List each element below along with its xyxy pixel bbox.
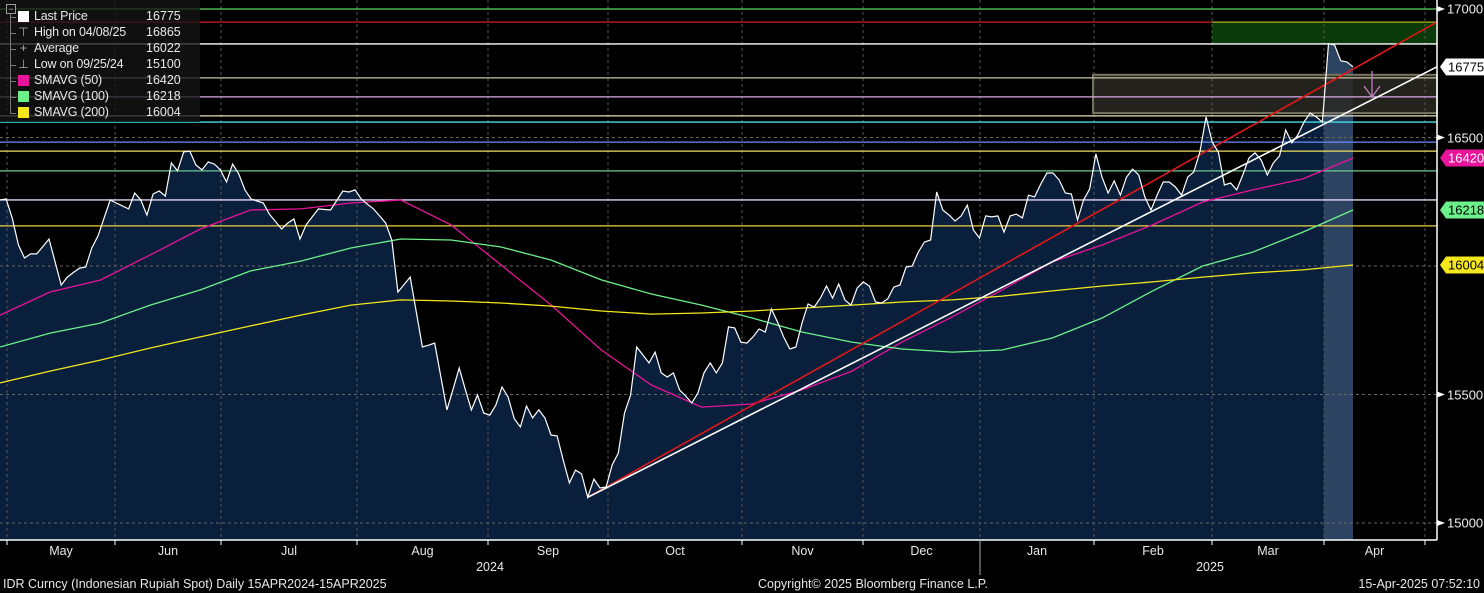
legend-item[interactable]: SMAVG (200) 16004 — [0, 105, 200, 121]
legend-branch — [10, 65, 16, 66]
month-label: Sep — [536, 544, 560, 558]
y-tick-label: 16500 — [1447, 130, 1484, 145]
y-tick-marker — [1437, 134, 1445, 141]
legend-branch — [10, 81, 16, 82]
year-label: 2024 — [476, 560, 504, 574]
legend-label: Last Price — [34, 9, 88, 23]
month-label: Feb — [1142, 544, 1164, 558]
legend-branch — [10, 97, 16, 98]
legend-label: High on 04/08/25 — [34, 25, 127, 39]
legend-label: SMAVG (200) — [34, 105, 109, 119]
y-tick-marker — [1437, 520, 1445, 526]
price-line — [0, 42, 1354, 500]
year-label: 2025 — [1196, 560, 1224, 574]
legend-item[interactable]: Last Price 16775 — [0, 9, 200, 25]
y-tick-label: 15000 — [1447, 515, 1484, 531]
white-square-icon — [18, 11, 29, 22]
security-description: IDR Curncy (Indonesian Rupiah Spot) Dail… — [3, 577, 387, 591]
magenta-square-icon — [18, 75, 29, 86]
legend-item[interactable]: ⊥ Low on 09/25/24 15100 — [0, 57, 200, 73]
legend-value: 16775 — [146, 9, 181, 23]
chart-legend: − Last Price 16775 ⊤ High on 04/08/25 16865 +… — [0, 0, 200, 122]
copyright-notice: Copyright© 2025 Bloomberg Finance L.P. — [758, 577, 988, 591]
price-tag: 16218 — [1440, 201, 1484, 219]
trendline — [587, 21, 1438, 498]
high-marker-icon: ⊤ — [18, 25, 29, 39]
month-label: Apr — [1364, 544, 1385, 558]
legend-branch — [10, 33, 16, 34]
legend-value: 16022 — [146, 41, 181, 55]
target-zone — [1212, 22, 1437, 44]
month-label: Oct — [665, 544, 685, 558]
price-tag: 16775 — [1440, 58, 1484, 76]
y-tick-label: 15500 — [1447, 387, 1484, 402]
month-label: Aug — [411, 544, 434, 558]
y-tick-marker — [1437, 391, 1445, 398]
month-label: Jun — [157, 544, 179, 558]
legend-value: 15100 — [146, 57, 181, 71]
legend-item[interactable]: SMAVG (100) 16218 — [0, 89, 200, 105]
sma-line — [0, 264, 1354, 384]
legend-branch — [10, 17, 16, 18]
legend-label: Average — [34, 41, 79, 55]
legend-branch — [10, 49, 16, 50]
month-label: Jan — [1026, 544, 1048, 558]
legend-value: 16218 — [146, 89, 181, 103]
month-label: Mar — [1257, 544, 1279, 558]
legend-label: Low on 09/25/24 — [34, 57, 124, 71]
resistance-zone — [1092, 73, 1438, 115]
y-tick-label: 17000 — [1447, 1, 1484, 17]
legend-item[interactable]: ⊤ High on 04/08/25 16865 — [0, 25, 200, 41]
low-marker-icon: ⊥ — [18, 57, 29, 71]
month-label: Jul — [281, 544, 297, 558]
month-label: Dec — [910, 544, 933, 558]
price-area — [0, 43, 1353, 540]
legend-tree-line — [10, 8, 11, 114]
green-square-icon — [18, 91, 29, 102]
legend-branch — [10, 113, 16, 114]
timestamp: 15-Apr-2025 07:52:10 — [1358, 577, 1480, 591]
legend-label: SMAVG (100) — [34, 89, 109, 103]
price-tag: 16004 — [1440, 256, 1484, 274]
legend-label: SMAVG (50) — [34, 73, 102, 87]
month-label: Nov — [791, 544, 814, 558]
legend-value: 16004 — [146, 105, 181, 119]
down-arrow-icon — [1363, 71, 1381, 99]
sma-line — [0, 209, 1354, 353]
month-label: May — [49, 544, 73, 558]
legend-item[interactable]: SMAVG (50) 16420 — [0, 73, 200, 89]
price-tag: 16420 — [1440, 149, 1484, 167]
legend-collapse-icon[interactable]: − — [6, 4, 16, 14]
legend-value: 16420 — [146, 73, 181, 87]
sma-line — [0, 157, 1354, 408]
y-tick-marker — [1437, 6, 1445, 12]
legend-item[interactable]: + Average 16022 — [0, 41, 200, 57]
legend-value: 16865 — [146, 25, 181, 39]
average-marker-icon: + — [19, 41, 27, 55]
yellow-square-icon — [18, 107, 29, 118]
